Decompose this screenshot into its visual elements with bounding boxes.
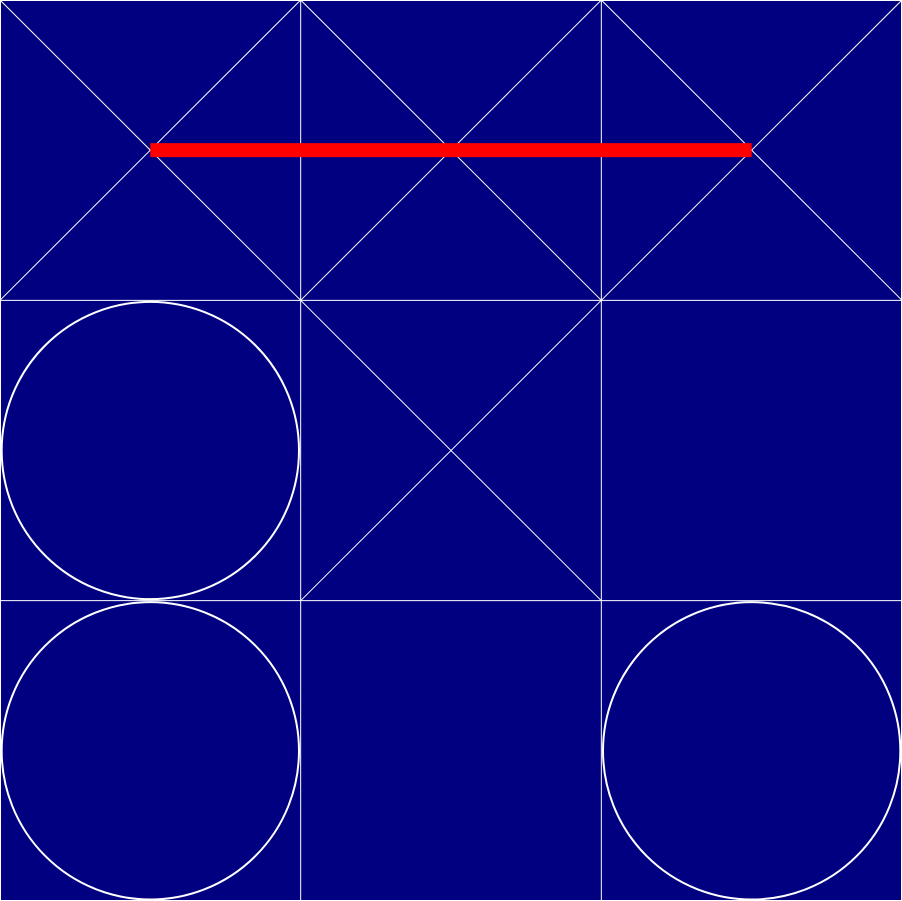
o-mark-r1-c0 (0, 300, 300, 601)
o-mark-r2-c0 (0, 601, 300, 901)
x-mark-stroke (300, 299, 602, 602)
board-cell-r2-c1[interactable] (301, 601, 602, 901)
x-mark-r1-c1 (300, 299, 602, 602)
o-mark-r2-c2 (602, 601, 902, 901)
board-cell-r1-c2[interactable] (601, 300, 902, 600)
